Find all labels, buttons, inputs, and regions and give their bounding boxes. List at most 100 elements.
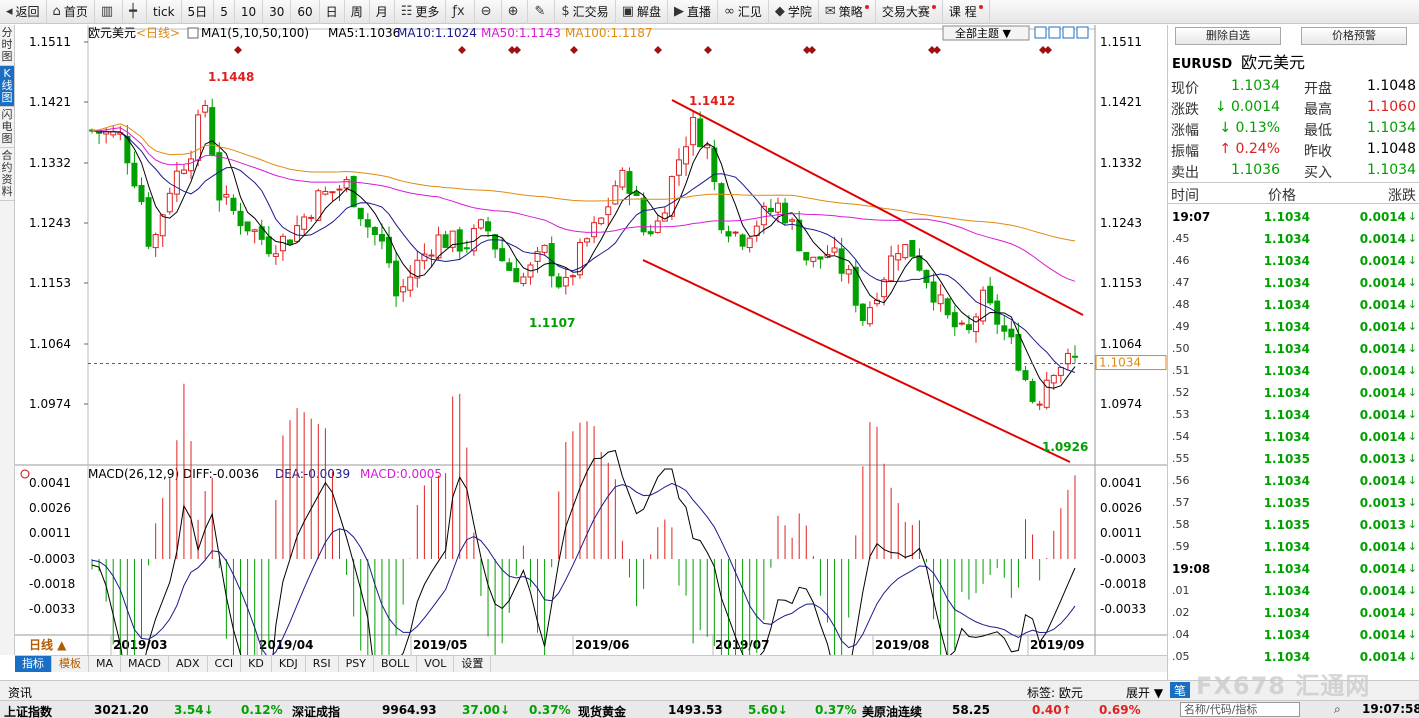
event-marker-icon[interactable] <box>803 46 811 54</box>
toolbar-item-1[interactable]: ⌂ 首页 <box>47 0 95 24</box>
toolbar-item-20[interactable]: ▶ 直播 <box>668 0 719 24</box>
tick-row[interactable]: .49 1.1034 0.0014 ↓ <box>1168 316 1419 338</box>
expand-button[interactable]: 展开 ▼ <box>1126 686 1164 700</box>
search-icon[interactable]: ⌕ <box>1334 702 1341 716</box>
kline-chart[interactable]: 1.1511 1.1511 1.1421 1.1421 1.1332 1.1332 1.12… <box>15 25 1167 655</box>
left-tab-2[interactable]: 闪电图 <box>0 107 14 148</box>
tick-row[interactable]: .46 1.1034 0.0014 ↓ <box>1168 250 1419 272</box>
left-tab-0[interactable]: 分时图 <box>0 25 14 66</box>
tick-row[interactable]: .01 1.1034 0.0014 ↓ <box>1168 580 1419 602</box>
event-marker-icon[interactable] <box>234 46 242 54</box>
ma-toggle-icon[interactable] <box>187 27 199 39</box>
toolbar-item-23[interactable]: ✉ 策略 <box>819 0 876 24</box>
event-marker-icon[interactable] <box>508 46 516 54</box>
event-marker-icon[interactable] <box>1044 46 1052 54</box>
toolbar-item-6[interactable]: 5 <box>214 0 235 24</box>
indicator-tab-6[interactable]: KD <box>241 656 272 672</box>
event-marker-icon[interactable] <box>654 46 662 54</box>
tick-row[interactable]: .52 1.1034 0.0014 ↓ <box>1168 382 1419 404</box>
candle-body <box>541 244 548 253</box>
indicator-tab-11[interactable]: VOL <box>417 656 455 672</box>
toolbar-item-12[interactable]: 月 <box>370 0 395 24</box>
delete-watchlist-button[interactable]: 删除自选 <box>1175 27 1281 45</box>
tick-row[interactable]: 19:08 1.1034 0.0014 ↓ <box>1168 558 1419 580</box>
toolbar-item-2[interactable]: ▥ <box>95 0 124 24</box>
tick-row[interactable]: .02 1.1034 0.0014 ↓ <box>1168 602 1419 624</box>
toolbar-item-10[interactable]: 日 <box>320 0 345 24</box>
topic-dropdown[interactable] <box>942 25 1030 41</box>
toolbar-item-4[interactable]: tick <box>147 0 182 24</box>
toolbar-item-14[interactable]: ƒx <box>446 0 475 24</box>
toolbar-item-15[interactable]: ⊖ <box>475 0 502 24</box>
indicator-tab-12[interactable]: 设置 <box>454 656 492 672</box>
indicator-tab-10[interactable]: BOLL <box>374 656 418 672</box>
tick-row[interactable]: .51 1.1034 0.0014 ↓ <box>1168 360 1419 382</box>
event-marker-icon[interactable] <box>808 46 816 54</box>
toolbar-item-19[interactable]: ▣ 解盘 <box>616 0 668 24</box>
toolbar-item-5[interactable]: 5日 <box>182 0 215 24</box>
tick-row[interactable]: .54 1.1034 0.0014 ↓ <box>1168 426 1419 448</box>
channel-lower-line[interactable] <box>642 259 1071 463</box>
tick-row[interactable]: .05 1.1034 0.0014 ↓ <box>1168 646 1419 668</box>
toolbar-item-7[interactable]: 10 <box>235 0 264 24</box>
event-marker-icon[interactable] <box>933 46 941 54</box>
ticker-price: 3021.20 <box>94 703 149 717</box>
toolbar-item-3[interactable]: ┿ <box>123 0 147 24</box>
indicator-tab-4[interactable]: ADX <box>169 656 208 672</box>
tick-row[interactable]: .56 1.1034 0.0014 ↓ <box>1168 470 1419 492</box>
toolbar-item-21[interactable]: ∞ 汇见 <box>718 0 769 24</box>
price-alert-button[interactable]: 价格预警 <box>1301 27 1407 45</box>
tick-row[interactable]: .55 1.1035 0.0013 ↓ <box>1168 448 1419 470</box>
channel-upper-line[interactable] <box>671 99 1084 316</box>
tick-row[interactable]: .53 1.1034 0.0014 ↓ <box>1168 404 1419 426</box>
indicator-tab-2[interactable]: MA <box>89 656 122 672</box>
toolbar-item-11[interactable]: 周 <box>345 0 370 24</box>
event-marker-icon[interactable] <box>570 46 578 54</box>
toolbar-item-24[interactable]: 交易大赛 <box>876 0 943 24</box>
tick-row[interactable]: .45 1.1034 0.0014 ↓ <box>1168 228 1419 250</box>
gear-icon[interactable] <box>20 469 30 479</box>
toolbar-item-16[interactable]: ⊕ <box>502 0 529 24</box>
toolbar-item-22[interactable]: ◆ 学院 <box>769 0 819 24</box>
pen-button[interactable]: 笔 <box>1170 682 1191 698</box>
search-input[interactable]: 名称/代码/指标 <box>1180 702 1300 717</box>
tick-row[interactable]: .57 1.1035 0.0013 ↓ <box>1168 492 1419 514</box>
toolbar-item-18[interactable]: $ 汇交易 <box>555 0 616 24</box>
indicator-tab-5[interactable]: CCI <box>208 656 242 672</box>
expand-icon[interactable] <box>1062 26 1075 39</box>
toolbar-item-9[interactable]: 60 <box>291 0 320 24</box>
event-marker-icon[interactable] <box>704 46 712 54</box>
toolbar-item-0[interactable]: ◂ 返回 <box>0 0 47 24</box>
tick-row[interactable]: .47 1.1034 0.0014 ↓ <box>1168 272 1419 294</box>
toolbar-item-17[interactable]: ✎ <box>528 0 556 24</box>
plus-icon[interactable] <box>1034 26 1047 39</box>
quote-v2: 1.1060 <box>1367 99 1416 115</box>
tick-row[interactable]: .04 1.1034 0.0014 ↓ <box>1168 624 1419 646</box>
tick-row[interactable]: .59 1.1034 0.0014 ↓ <box>1168 536 1419 558</box>
candle-body <box>569 275 576 278</box>
tick-row[interactable]: .58 1.1035 0.0013 ↓ <box>1168 514 1419 536</box>
event-marker-icon[interactable] <box>1039 46 1047 54</box>
event-marker-icon[interactable] <box>928 46 936 54</box>
toolbar-item-25[interactable]: 课 程 <box>943 0 990 24</box>
tick-row[interactable]: 19:07 1.1034 0.0014 ↓ <box>1168 206 1419 228</box>
news-label[interactable]: 资讯 <box>8 686 33 700</box>
tick-row[interactable]: .50 1.1034 0.0014 ↓ <box>1168 338 1419 360</box>
plus-icon[interactable] <box>1048 26 1061 39</box>
toolbar-item-13[interactable]: ☷ 更多 <box>395 0 447 24</box>
event-marker-icon[interactable] <box>458 46 466 54</box>
toolbar-item-8[interactable]: 30 <box>263 0 292 24</box>
indicator-tab-3[interactable]: MACD <box>121 656 169 672</box>
chart-svg[interactable]: 1.1511 1.1511 1.1421 1.1421 1.1332 1.1332 1.12… <box>15 25 1167 655</box>
event-marker-icon[interactable] <box>513 46 521 54</box>
indicator-tab-0[interactable]: 指标 <box>15 656 52 672</box>
left-tab-3[interactable]: 合约资料 <box>0 148 14 201</box>
indicator-tab-9[interactable]: PSY <box>339 656 374 672</box>
period-selector[interactable]: 日线 ▲ <box>29 637 67 652</box>
indicator-tab-8[interactable]: RSI <box>306 656 339 672</box>
tick-row[interactable]: .48 1.1034 0.0014 ↓ <box>1168 294 1419 316</box>
close-icon[interactable] <box>1076 26 1089 39</box>
left-tab-1[interactable]: K线图 <box>0 66 14 107</box>
indicator-tab-1[interactable]: 模板 <box>52 656 89 672</box>
indicator-tab-7[interactable]: KDJ <box>272 656 306 672</box>
